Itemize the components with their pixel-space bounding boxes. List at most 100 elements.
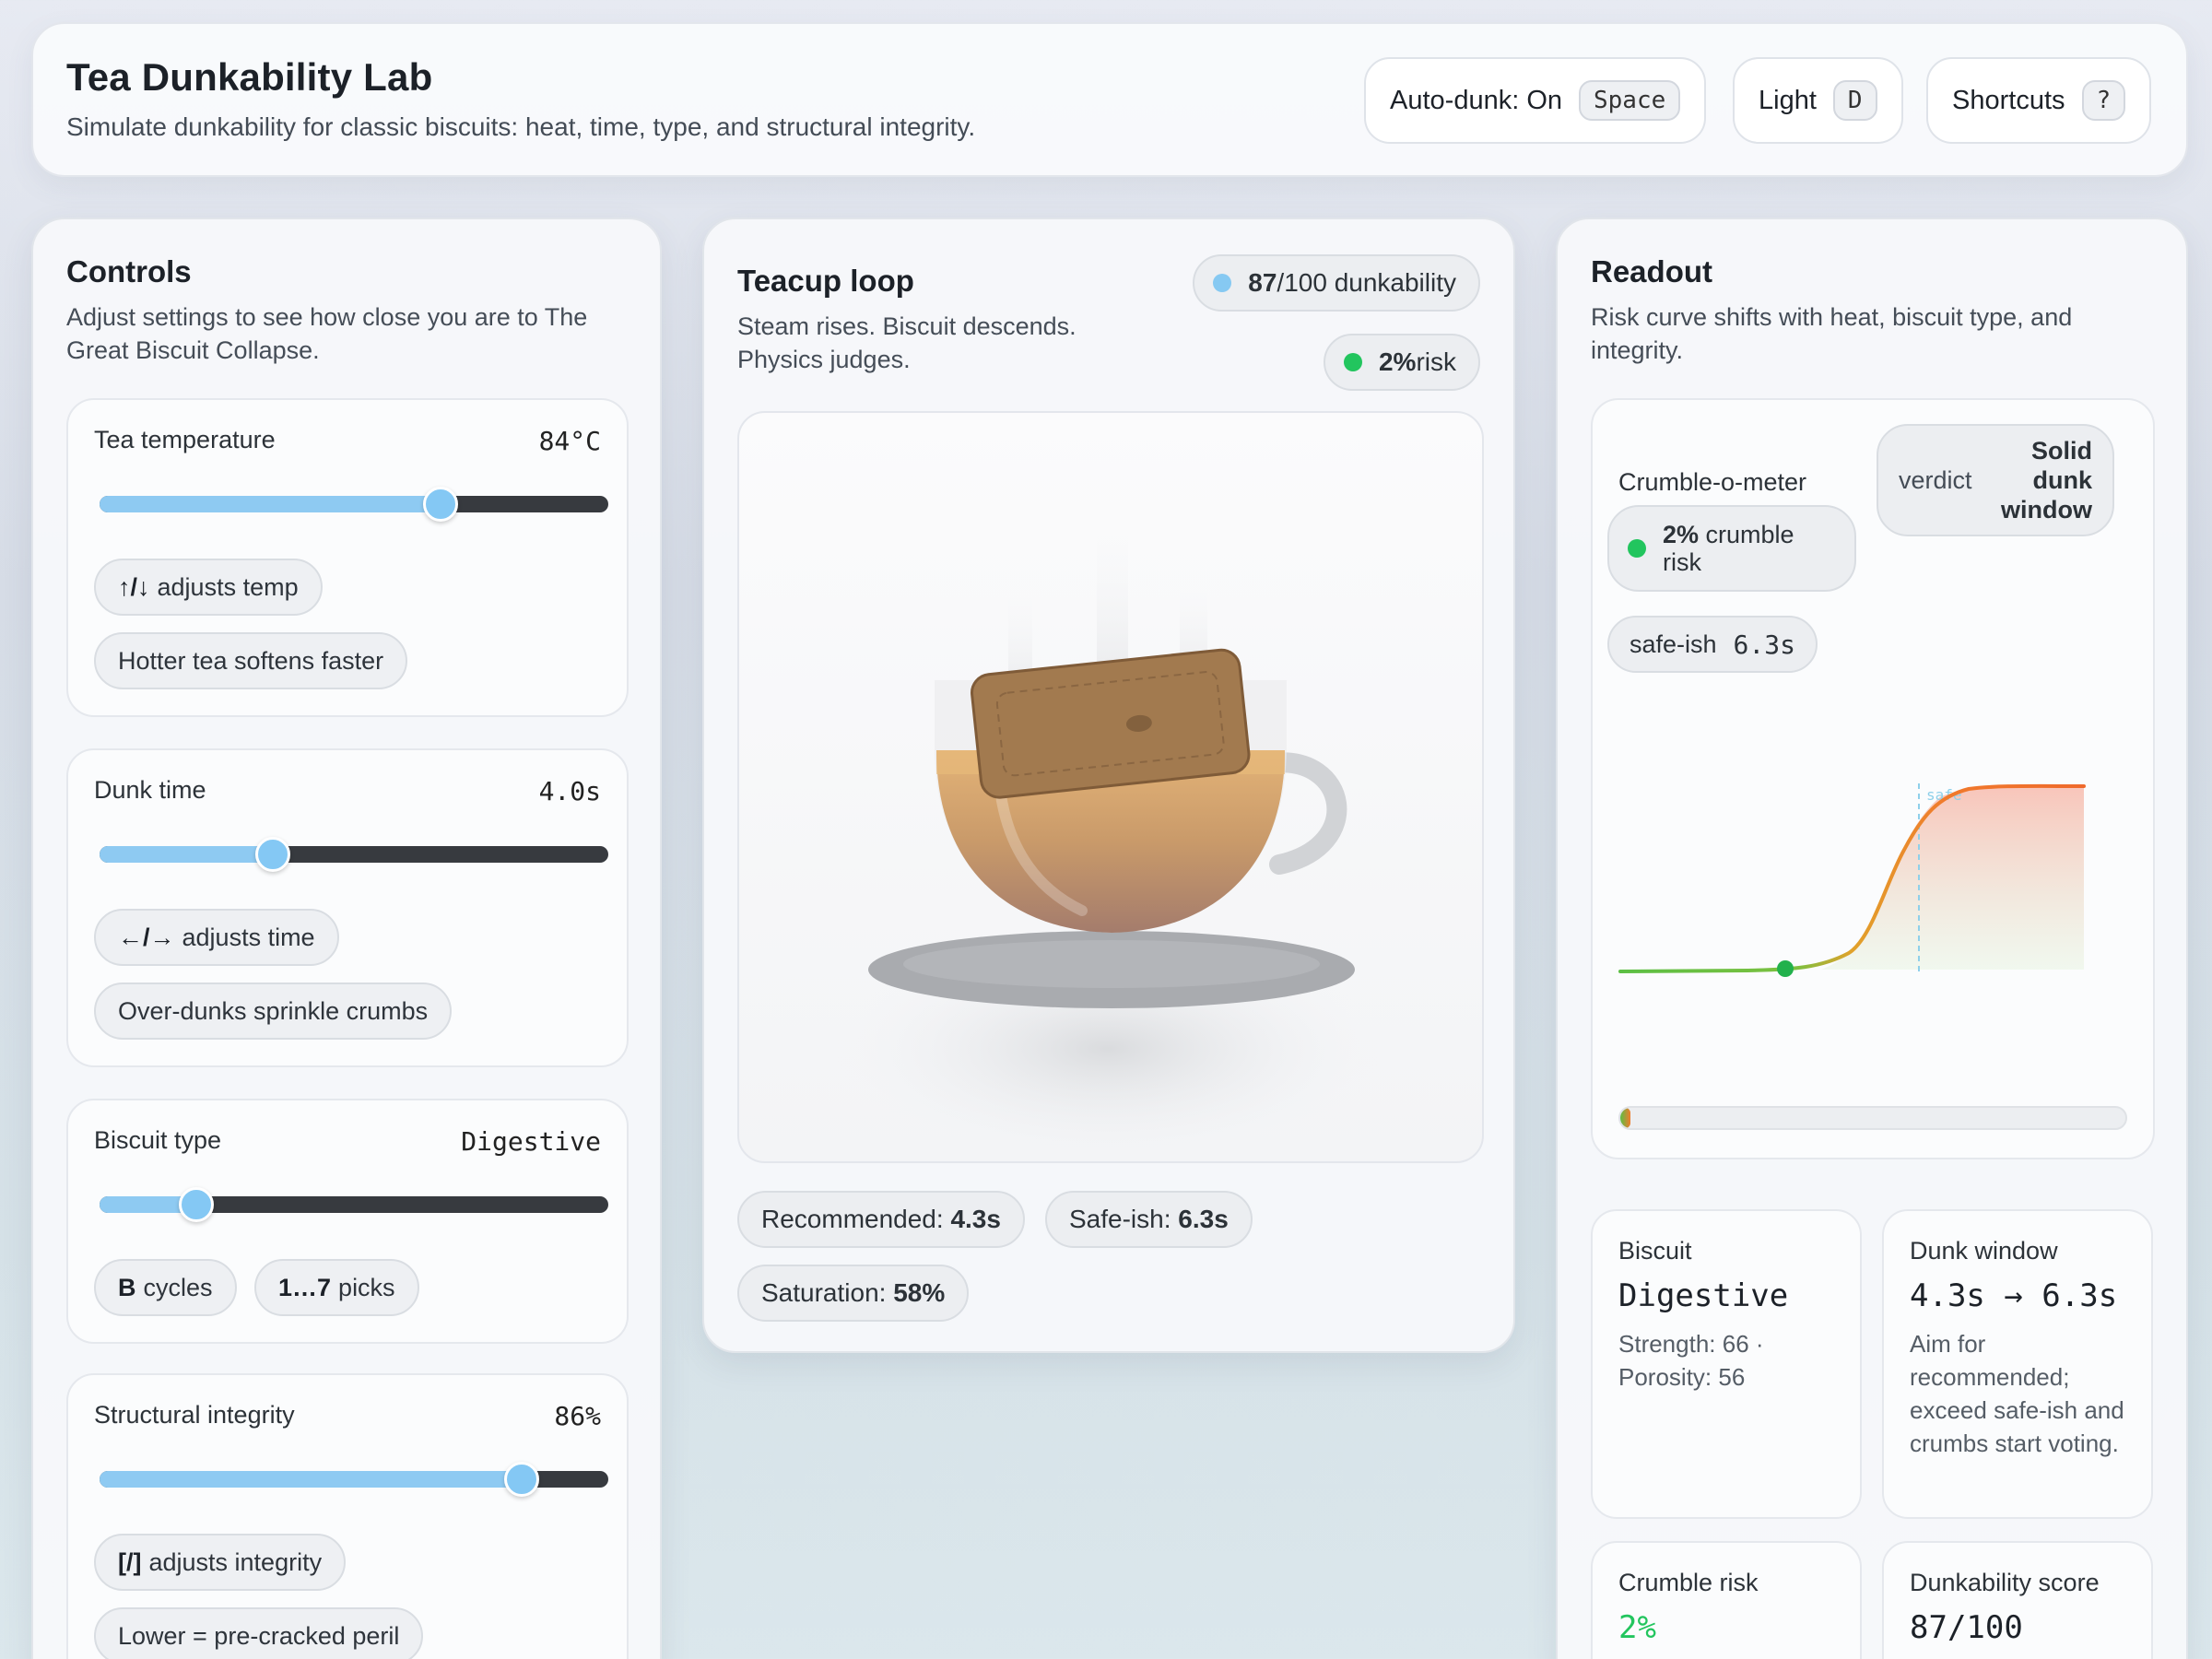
dunkability-score-value: 87/100 (1910, 1609, 2023, 1646)
crumble-meter-label: Crumble-o-meter (1618, 468, 1807, 496)
slider-fill (100, 496, 441, 512)
crumble-suffix: crumble risk (1663, 521, 1794, 576)
saucer-inner (903, 940, 1320, 988)
integrity-control: Structural integrity 86% [/] adjusts int… (66, 1373, 629, 1659)
dunkability-score-card: Dunkability score 87/100 (1882, 1541, 2153, 1659)
dunk-window-detail: Aim for recommended; exceed safe-ish and… (1910, 1330, 2124, 1457)
crumble-risk-pill: 2% crumble risk (1607, 505, 1856, 592)
slider-thumb[interactable] (255, 837, 290, 872)
slider-fill (100, 1196, 196, 1213)
dunkability-score-label: Dunkability score (1910, 1569, 2100, 1596)
recommended-label: Recommended: (761, 1205, 944, 1233)
safe-time-pill: Safe-ish: 6.3s (1045, 1191, 1253, 1248)
risk-curve-chart: safe (1618, 783, 2086, 977)
integrity-note: Lower = pre-cracked peril (94, 1607, 424, 1659)
recommended-value: 4.3s (950, 1205, 1001, 1233)
saturation-value: 58% (893, 1278, 946, 1307)
shortcuts-label: Shortcuts (1952, 85, 2065, 115)
current-position-marker (1777, 960, 1794, 977)
risk-dot-icon (1343, 353, 1362, 371)
verdict-value: Solid dunk window (2001, 437, 2092, 524)
hint-key: [/] (118, 1547, 142, 1576)
controls-panel: Controls Adjust settings to see how clos… (31, 218, 662, 1659)
crumble-dot-icon (1628, 539, 1646, 558)
shortcut-key-badge: ? (2081, 80, 2126, 121)
crumble-meter-fill (1620, 1108, 1630, 1128)
crumble-value: 2% (1663, 521, 1700, 548)
theme-toggle-button[interactable]: Light D (1733, 57, 1903, 144)
controls-title: Controls (66, 254, 192, 288)
biscuit-cycle-hint: B cycles (94, 1259, 237, 1316)
biscuit-stat-label: Biscuit (1618, 1237, 1692, 1265)
safe-value: 6.3s (1178, 1205, 1229, 1233)
cup-handle (1262, 752, 1347, 875)
crumble-risk-label: Crumble risk (1618, 1569, 1759, 1596)
dunk-time-note: Over-dunks sprinkle crumbs (94, 982, 453, 1040)
recommended-time-pill: Recommended: 4.3s (737, 1191, 1025, 1248)
crumble-meter-card: Crumble-o-meter 2% crumble risk verdict … (1591, 398, 2155, 1159)
hint-key: B (118, 1273, 136, 1301)
integrity-value: 86% (554, 1401, 601, 1431)
hint-text: adjusts time (182, 923, 315, 951)
hint-text: adjusts temp (157, 572, 299, 601)
biscuit-type-label: Biscuit type (94, 1126, 222, 1154)
hint-text: picks (338, 1273, 395, 1301)
risk-value: 2% (1378, 347, 1417, 376)
crumble-risk-value: 2% (1618, 1609, 1656, 1646)
temperature-value: 84°C (538, 426, 601, 456)
dunkability-score-pill: 87 /100 dunkability (1193, 254, 1480, 312)
hint-key: 1…7 (278, 1273, 332, 1301)
shortcut-key-badge: Space (1579, 80, 1681, 121)
dunk-time-shortcut-hint: ←/→ adjusts time (94, 909, 339, 966)
teacup-scene (737, 411, 1484, 1163)
biscuit-stat-card: Biscuit Digestive Strength: 66 · Porosit… (1591, 1209, 1862, 1519)
temperature-shortcut-hint: ↑/↓ adjusts temp (94, 559, 323, 616)
slider-thumb[interactable] (423, 487, 458, 522)
temperature-note: Hotter tea softens faster (94, 632, 408, 689)
app-subtitle: Simulate dunkability for classic biscuit… (66, 112, 976, 141)
score-dot-icon (1213, 274, 1232, 292)
readout-description: Risk curve shifts with heat, biscuit typ… (1591, 303, 2073, 364)
risk-curve-line (1618, 783, 2086, 973)
slider-fill (100, 846, 273, 863)
biscuit-type-value: Digestive (461, 1126, 601, 1157)
shortcuts-button[interactable]: Shortcuts ? (1926, 57, 2152, 144)
temperature-control: Tea temperature 84°C ↑/↓ adjusts temp Ho… (66, 398, 629, 717)
verdict-label: verdict (1899, 465, 1972, 494)
auto-dunk-toggle-button[interactable]: Auto-dunk: On Space (1364, 57, 1707, 144)
dunk-time-slider[interactable] (100, 837, 608, 872)
readout-title: Readout (1591, 254, 1712, 288)
auto-dunk-label: Auto-dunk: On (1390, 85, 1562, 115)
teacup-illustration (831, 496, 1384, 1159)
slider-thumb[interactable] (179, 1187, 214, 1222)
app-header: Tea Dunkability Lab Simulate dunkability… (31, 22, 2188, 177)
saturation-label: Saturation: (761, 1278, 887, 1307)
biscuit-stat-value: Digestive (1618, 1277, 1789, 1314)
shortcut-key-badge: D (1832, 80, 1877, 121)
slider-thumb[interactable] (504, 1462, 539, 1497)
saturation-pill: Saturation: 58% (737, 1265, 970, 1322)
biscuit-icon (971, 648, 1251, 799)
score-suffix: /100 dunkability (1277, 268, 1456, 297)
safe-ish-pill: safe-ish 6.3s (1607, 616, 1818, 673)
risk-suffix: risk (1416, 347, 1456, 376)
safe-label: Safe-ish: (1069, 1205, 1171, 1233)
hint-key: ↑/↓ (118, 572, 150, 601)
temperature-label: Tea temperature (94, 426, 276, 453)
temperature-slider[interactable] (100, 487, 608, 522)
theme-label: Light (1759, 85, 1817, 115)
safe-ish-label: safe-ish (1630, 629, 1717, 658)
hint-key: ←/→ (118, 923, 175, 951)
biscuit-type-control: Biscuit type Digestive B cycles 1…7 pick… (66, 1099, 629, 1344)
integrity-slider[interactable] (100, 1462, 608, 1497)
dunk-time-label: Dunk time (94, 776, 206, 804)
risk-area (1821, 787, 2084, 970)
integrity-label: Structural integrity (94, 1401, 295, 1429)
readout-panel: Readout Risk curve shifts with heat, bis… (1556, 218, 2188, 1659)
controls-description: Adjust settings to see how close you are… (66, 303, 588, 364)
biscuit-type-slider[interactable] (100, 1187, 608, 1222)
dunk-time-value: 4.0s (538, 776, 601, 806)
safe-marker-label: safe (1926, 786, 1962, 804)
biscuit-stat-detail: Strength: 66 · Porosity: 56 (1618, 1330, 1764, 1391)
crumble-meter-bar (1618, 1106, 2127, 1130)
